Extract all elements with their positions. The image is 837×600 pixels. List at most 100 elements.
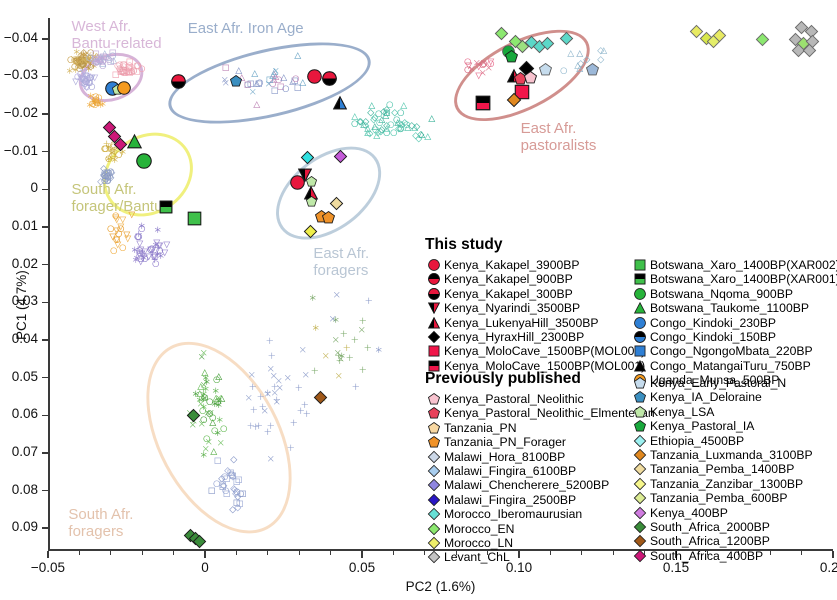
legend-item-label: Malawi_Fingira_6100BP bbox=[444, 464, 577, 478]
legend-symbol bbox=[633, 520, 647, 534]
background-point bbox=[233, 488, 240, 496]
x-minor-tick bbox=[329, 550, 332, 555]
legend-marker-icon bbox=[427, 507, 441, 521]
background-point bbox=[293, 51, 301, 59]
background-point bbox=[334, 291, 340, 298]
legend-symbol bbox=[633, 463, 647, 476]
background-point bbox=[274, 398, 280, 405]
background-point bbox=[383, 122, 391, 130]
y-tick-label: 0.01 bbox=[11, 218, 38, 233]
background-point bbox=[149, 246, 157, 254]
background-point bbox=[82, 77, 89, 85]
x-tick bbox=[518, 550, 520, 558]
legend-item-label: Tanzania_PN_Forager bbox=[444, 435, 566, 450]
background-point bbox=[134, 233, 141, 240]
background-point bbox=[105, 56, 112, 64]
background-point bbox=[239, 491, 246, 498]
legend-marker-icon bbox=[427, 392, 441, 406]
y-axis-line bbox=[48, 18, 50, 549]
background-point bbox=[363, 129, 371, 137]
background-point bbox=[102, 169, 110, 177]
background-point bbox=[370, 122, 378, 130]
x-minor-tick bbox=[392, 550, 395, 555]
legend-symbol bbox=[634, 273, 646, 285]
legend-symbol bbox=[634, 316, 646, 329]
background-point bbox=[577, 60, 585, 68]
y-tick-label: −0.02 bbox=[3, 105, 38, 121]
background-point bbox=[335, 352, 342, 359]
legend-item-label: Kenya_400BP bbox=[650, 505, 728, 520]
background-point bbox=[371, 114, 379, 122]
background-point bbox=[271, 73, 279, 80]
background-point bbox=[246, 395, 252, 401]
legend-marker-icon bbox=[427, 421, 441, 435]
x-minor-tick bbox=[549, 550, 552, 555]
legend-symbol bbox=[427, 436, 441, 448]
legend-item-label: Tanzania_Pemba_600BP bbox=[650, 491, 788, 506]
legend-item-label: Tanzania_Zanzibar_1300BP bbox=[650, 476, 804, 491]
legend-item-label: Congo_Kindoki_150BP bbox=[650, 330, 777, 344]
legend-symbol bbox=[634, 331, 646, 343]
legend-marker-icon bbox=[427, 536, 441, 550]
x-tick-label: 0.15 bbox=[662, 560, 690, 575]
legend-item-label: Morocco_EN bbox=[444, 521, 515, 536]
background-point bbox=[292, 75, 299, 83]
point-kenya-ia-deloraine bbox=[229, 74, 242, 87]
y-tick-label: −0.01 bbox=[3, 142, 38, 158]
legend-marker-icon bbox=[633, 344, 647, 358]
background-point bbox=[560, 67, 567, 75]
background-point bbox=[207, 409, 214, 416]
legend-marker-icon bbox=[633, 462, 647, 476]
background-point bbox=[235, 67, 243, 75]
y-tick-label: 0.07 bbox=[11, 443, 38, 459]
legend-marker-icon bbox=[633, 448, 647, 462]
legend-symbol bbox=[428, 360, 440, 372]
legend-item-label: Kenya_Pastoral_IA bbox=[650, 419, 755, 434]
background-point bbox=[387, 121, 395, 129]
point-botswana-nqoma-900bp bbox=[136, 153, 152, 169]
legend-item-label: Kenya_LSA bbox=[650, 404, 715, 419]
background-point bbox=[123, 231, 131, 239]
background-point bbox=[117, 68, 124, 75]
background-point bbox=[359, 317, 367, 324]
y-tick bbox=[42, 376, 48, 379]
background-point bbox=[413, 122, 421, 131]
point-kenya-molocave-mol001 bbox=[475, 95, 491, 110]
background-point bbox=[109, 233, 117, 240]
legend-symbol bbox=[427, 522, 441, 535]
point-tanzania-luxmanda-3100bp bbox=[507, 92, 522, 107]
ellipse-south-afr-foragers bbox=[116, 317, 322, 559]
background-point bbox=[211, 394, 219, 402]
point-tanzania-pemba-1400bp-ef bbox=[330, 196, 344, 211]
background-point bbox=[268, 456, 274, 462]
point-kenya-kakapel-300bp bbox=[321, 70, 337, 86]
pastoralist-point-2 bbox=[515, 40, 529, 54]
legend-marker-icon bbox=[633, 390, 647, 404]
point-kenya-kakapel-3900bp bbox=[307, 69, 323, 84]
legend-marker-icon bbox=[427, 464, 441, 478]
background-point bbox=[365, 297, 372, 304]
background-point bbox=[219, 484, 227, 491]
reference-diamond-4 bbox=[755, 32, 770, 47]
background-point bbox=[114, 241, 122, 249]
background-point bbox=[116, 223, 124, 231]
background-point bbox=[211, 427, 218, 435]
background-point bbox=[110, 247, 117, 254]
background-point bbox=[160, 249, 168, 257]
background-point bbox=[81, 80, 88, 88]
legend-symbol bbox=[633, 302, 647, 314]
background-point bbox=[583, 55, 591, 64]
background-point bbox=[213, 480, 221, 488]
background-point bbox=[79, 56, 86, 63]
background-point bbox=[215, 401, 222, 409]
point-south-africa-400bp-b bbox=[107, 129, 122, 144]
point-south-africa-1200bp bbox=[313, 390, 328, 404]
x-axis-title: PC2 (1.6%) bbox=[405, 579, 476, 594]
legend-marker-icon bbox=[427, 550, 441, 564]
background-point bbox=[216, 416, 223, 423]
x-minor-tick bbox=[581, 550, 583, 555]
background-point bbox=[322, 352, 329, 359]
x-tick bbox=[204, 550, 206, 558]
background-point bbox=[267, 366, 274, 372]
